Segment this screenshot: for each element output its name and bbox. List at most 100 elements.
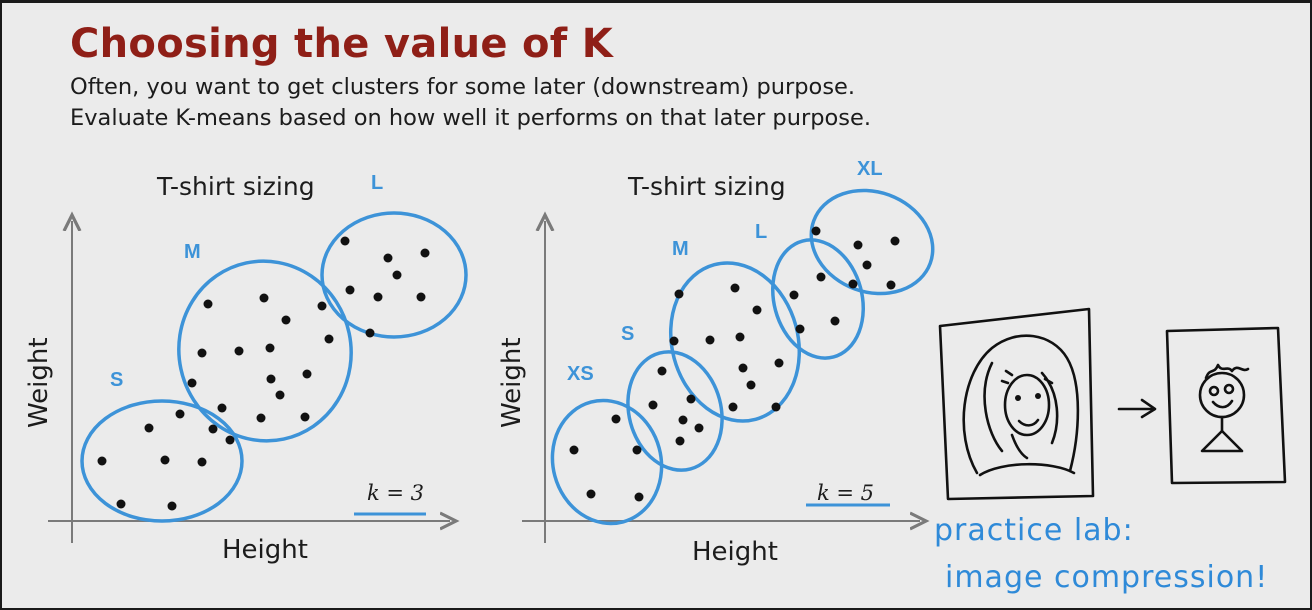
plot2-cluster-xl [809,188,935,296]
plot2-point [746,380,756,390]
plot1-y-label: Weight [24,337,54,428]
plot1-label-m: M [184,241,201,263]
plot-k3: T-shirt sizing Height Weight S M L [24,172,468,565]
plot2-title: T-shirt sizing [627,172,786,201]
plot2-point [648,400,658,410]
plot2-point [771,402,781,412]
handwritten-line-1: practice lab: [934,513,1134,548]
plot2-y-label: Weight [497,337,527,428]
handwritten-note: practice lab: image compression! [934,513,1268,595]
plot2-point [890,236,900,246]
plot2-point [705,335,715,345]
plot1-point [208,424,218,434]
plot2-point [853,240,863,250]
subtitle-line-1: Often, you want to get clusters for some… [70,74,856,100]
plot1-point [175,409,185,419]
plot2-point [586,489,596,499]
plot1-point [97,456,107,466]
plot2-point [634,492,644,502]
plot2-point [657,366,667,376]
plot2-point [811,226,821,236]
plot1-point [392,270,402,280]
plot2-cluster-m [668,261,802,423]
plot1-point [144,423,154,433]
plot1-point [259,293,269,303]
plot2-point [678,415,688,425]
plot1-point [275,390,285,400]
plot1-point [345,285,355,295]
plot1-x-label: Height [222,535,308,565]
plot2-cluster-l [771,238,865,360]
plot2-point [569,445,579,455]
plot1-point [256,413,266,423]
slide: Choosing the value of K Often, you want … [2,3,1310,608]
plot1-k-label: k = 3 [367,481,424,505]
subtitle-line-2: Evaluate K-means based on how well it pe… [70,105,871,131]
plot1-points [97,236,430,511]
plot2-point [730,283,740,293]
plot1-point [340,236,350,246]
plot2-cluster-xs [550,398,664,526]
plot1-point [116,499,126,509]
stick-figure-icon [1165,326,1287,485]
plot2-point [728,402,738,412]
plot2-point [816,272,826,282]
plot2-point [862,260,872,270]
plot1-point [300,412,310,422]
plot1-title: T-shirt sizing [156,172,315,201]
plot1-point [365,328,375,338]
plot1-point [197,348,207,358]
plot2-point [686,394,696,404]
plot1-point [302,369,312,379]
plot1-point [420,248,430,258]
plot2-point [795,324,805,334]
plot1-point [160,455,170,465]
plot2-point [830,316,840,326]
plot1-cluster-m [177,259,353,443]
plot2-k-label: k = 5 [817,481,874,505]
plot2-point [632,445,642,455]
plot2-point [669,336,679,346]
plot2-label-m: M [672,238,689,260]
plot1-point [266,374,276,384]
plot1-point [281,315,291,325]
plot1-point [265,343,275,353]
plot1-point [234,346,244,356]
plot2-label-xl: XL [857,158,883,180]
plot2-x-label: Height [692,537,778,567]
plot2-point [886,280,896,290]
plot1-label-l: L [371,172,383,194]
plot1-cluster-l [320,211,468,339]
plot2-cluster-s [626,350,724,472]
plot1-point [197,457,207,467]
plot1-cluster-s [80,399,244,523]
plot1-point [324,334,334,344]
plot2-point [735,332,745,342]
arrow-right-icon [1117,398,1157,419]
plot1-label-s: S [110,369,123,391]
plot1-point [383,253,393,263]
plot-k5: T-shirt sizing Height Weight XS S M L XL [497,158,935,567]
plot1-point [317,301,327,311]
plot2-label-l: L [755,221,767,243]
handwritten-line-2: image compression! [945,560,1268,595]
plot2-point [611,414,621,424]
plot1-point [373,292,383,302]
plot1-point [416,292,426,302]
slide-title: Choosing the value of K [70,21,614,67]
plot2-point [674,289,684,299]
plot1-point [217,403,227,413]
figure-canvas: T-shirt sizing Height Weight S M L [24,158,1287,595]
plot2-point [774,358,784,368]
portrait-drawing-icon [938,307,1095,501]
plot2-point [789,290,799,300]
plot1-point [167,501,177,511]
plot2-point [675,436,685,446]
plot2-label-xs: XS [567,363,594,385]
plot1-point [225,435,235,445]
plot2-point [752,305,762,315]
plot2-points [569,226,900,502]
plot1-point [187,378,197,388]
plot1-point [203,299,213,309]
plot2-label-s: S [621,323,634,345]
